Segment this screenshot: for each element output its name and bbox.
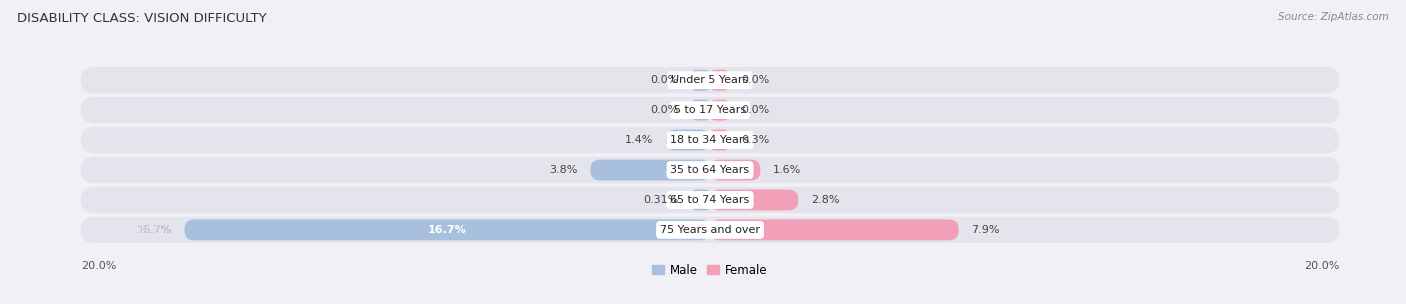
Text: 0.0%: 0.0% <box>651 75 679 85</box>
FancyBboxPatch shape <box>80 157 1340 183</box>
FancyBboxPatch shape <box>692 70 710 91</box>
Text: 3.8%: 3.8% <box>550 165 578 175</box>
FancyBboxPatch shape <box>692 100 710 121</box>
FancyBboxPatch shape <box>710 189 799 210</box>
Text: 75 Years and over: 75 Years and over <box>659 225 761 235</box>
FancyBboxPatch shape <box>80 97 1340 123</box>
Text: DISABILITY CLASS: VISION DIFFICULTY: DISABILITY CLASS: VISION DIFFICULTY <box>17 12 267 25</box>
Text: Under 5 Years: Under 5 Years <box>672 75 748 85</box>
FancyBboxPatch shape <box>184 219 710 240</box>
FancyBboxPatch shape <box>80 217 1340 243</box>
Text: 0.31%: 0.31% <box>644 195 679 205</box>
Text: 1.4%: 1.4% <box>626 135 654 145</box>
Text: 0.0%: 0.0% <box>741 75 769 85</box>
FancyBboxPatch shape <box>710 130 728 150</box>
FancyBboxPatch shape <box>666 130 710 150</box>
FancyBboxPatch shape <box>710 160 761 181</box>
Text: 1.6%: 1.6% <box>773 165 801 175</box>
Text: 16.7%: 16.7% <box>427 225 467 235</box>
Text: 35 to 64 Years: 35 to 64 Years <box>671 165 749 175</box>
Text: 0.0%: 0.0% <box>741 105 769 115</box>
Text: 5 to 17 Years: 5 to 17 Years <box>673 105 747 115</box>
Text: 7.9%: 7.9% <box>972 225 1000 235</box>
FancyBboxPatch shape <box>710 70 728 91</box>
FancyBboxPatch shape <box>80 187 1340 213</box>
Text: 65 to 74 Years: 65 to 74 Years <box>671 195 749 205</box>
Text: 0.3%: 0.3% <box>741 135 769 145</box>
FancyBboxPatch shape <box>591 160 710 181</box>
Legend: Male, Female: Male, Female <box>648 259 772 282</box>
Text: 0.0%: 0.0% <box>651 105 679 115</box>
Text: Source: ZipAtlas.com: Source: ZipAtlas.com <box>1278 12 1389 22</box>
FancyBboxPatch shape <box>710 219 959 240</box>
FancyBboxPatch shape <box>80 127 1340 153</box>
FancyBboxPatch shape <box>692 189 710 210</box>
FancyBboxPatch shape <box>710 100 728 121</box>
Text: 2.8%: 2.8% <box>811 195 839 205</box>
FancyBboxPatch shape <box>80 67 1340 93</box>
Text: 18 to 34 Years: 18 to 34 Years <box>671 135 749 145</box>
Text: 16.7%: 16.7% <box>136 225 172 235</box>
Text: 16.7%: 16.7% <box>136 225 172 235</box>
